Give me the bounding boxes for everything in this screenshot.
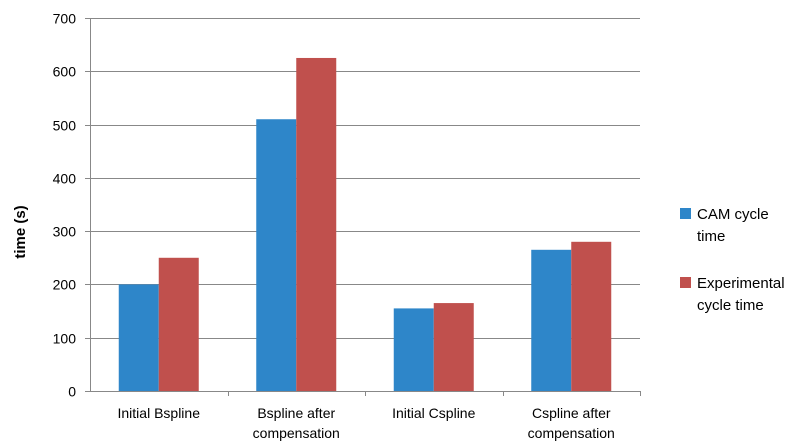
legend-label: cycle time (697, 297, 764, 314)
y-tick-labels: 0 100 200 300 400 500 600 700 (53, 11, 77, 400)
x-category-label: compensation (528, 425, 615, 441)
legend: CAM cycle time Experimental cycle time (680, 206, 785, 314)
x-category-label: Bspline after (257, 405, 335, 421)
legend-label: time (697, 228, 725, 245)
x-category-labels: Initial Bspline Bspline after compensation… (118, 405, 615, 441)
x-category-label: Initial Cspline (392, 405, 475, 421)
y-tick-label: 300 (53, 224, 77, 240)
bar-series1-cat3 (393, 308, 434, 391)
bar-series1-cat2 (256, 119, 297, 391)
y-tick-label: 400 (53, 171, 77, 187)
y-tick-label: 0 (68, 384, 76, 400)
x-category-label: compensation (253, 425, 340, 441)
bar-series1-cat1 (118, 284, 159, 391)
legend-swatch-2 (680, 277, 691, 288)
x-category-label: Initial Bspline (118, 405, 201, 421)
axes (85, 18, 641, 396)
y-tick-label: 600 (53, 64, 77, 80)
y-tick-label: 200 (53, 277, 77, 293)
bar-series2-cat2 (296, 57, 337, 391)
legend-swatch-1 (680, 208, 691, 219)
bar-series2-cat3 (433, 303, 474, 391)
y-tick-label: 700 (53, 11, 77, 27)
y-axis-title: time (s) (12, 205, 29, 258)
bars (118, 57, 612, 391)
bar-series2-cat1 (158, 257, 199, 391)
y-tick-label: 100 (53, 331, 77, 347)
y-tick-label: 500 (53, 118, 77, 134)
legend-label: CAM cycle (697, 206, 769, 223)
bar-series2-cat4 (571, 241, 612, 391)
legend-label: Experimental (697, 275, 785, 292)
bar-series1-cat4 (531, 249, 572, 391)
x-category-label: Cspline after (532, 405, 611, 421)
